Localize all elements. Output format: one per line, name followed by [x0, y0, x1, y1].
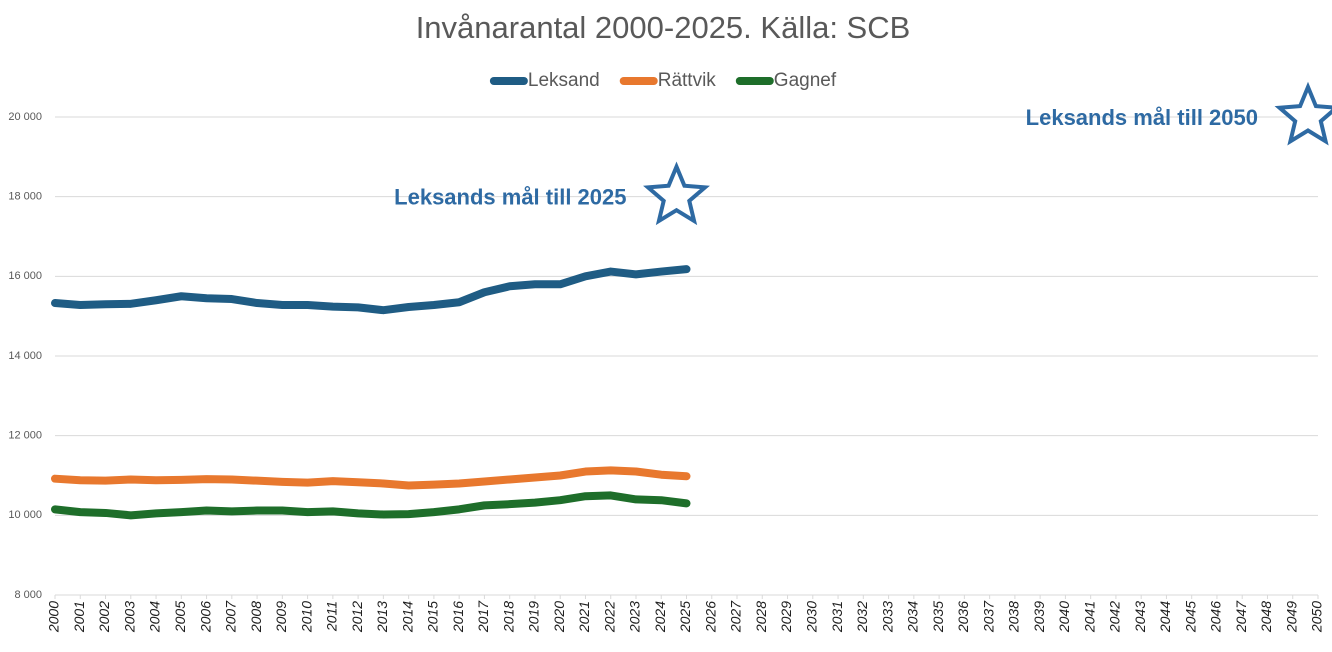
- x-tick-label: 2010: [298, 601, 314, 633]
- x-tick-label: 2014: [399, 601, 415, 633]
- legend-item: Leksand: [489, 70, 600, 91]
- y-tick-label: 12 000: [8, 430, 42, 442]
- x-tick-label: 2049: [1283, 601, 1299, 633]
- annotation: Leksands mål till 2025: [394, 184, 626, 209]
- x-tick-label: 2009: [273, 601, 289, 633]
- x-tick-label: 2036: [955, 601, 971, 633]
- x-tick-label: 2013: [374, 601, 390, 633]
- legend-item: Rättvik: [619, 70, 717, 91]
- x-tick-label: 2018: [500, 601, 516, 633]
- target-star: [1274, 81, 1332, 146]
- legend-item: Gagnef: [735, 70, 837, 91]
- x-tick-label: 2019: [526, 601, 542, 633]
- x-tick-label: 2005: [172, 601, 188, 633]
- x-tick-label: 2038: [1006, 601, 1022, 633]
- x-tick-label: 2044: [1157, 601, 1173, 633]
- x-tick-label: 2000: [46, 601, 62, 633]
- x-tick-label: 2022: [601, 601, 617, 633]
- x-tick-label: 2003: [121, 601, 137, 633]
- x-tick-label: 2007: [223, 600, 239, 633]
- x-tick-label: 2027: [728, 600, 744, 633]
- line-series: [51, 265, 691, 315]
- x-tick-label: 2002: [96, 601, 112, 633]
- y-tick-label: 8 000: [14, 589, 42, 601]
- x-tick-label: 2012: [349, 601, 365, 633]
- legend-label: Rättvik: [658, 70, 717, 91]
- x-tick-label: 2050: [1309, 601, 1325, 633]
- y-tick-label: 18 000: [8, 191, 42, 203]
- x-tick-label: 2037: [980, 600, 996, 633]
- y-tick-label: 20 000: [8, 111, 42, 123]
- x-tick-label: 2045: [1182, 601, 1198, 633]
- x-tick-label: 2047: [1233, 600, 1249, 633]
- x-tick-label: 2025: [677, 601, 693, 633]
- y-tick-label: 16 000: [8, 270, 42, 282]
- x-tick-label: 2028: [753, 601, 769, 633]
- chart-title: Invånarantal 2000-2025. Källa: SCB: [416, 10, 911, 45]
- x-tick-label: 2008: [248, 601, 264, 633]
- x-tick-label: 2043: [1132, 601, 1148, 633]
- x-tick-label: 2026: [702, 601, 718, 633]
- x-tick-label: 2035: [930, 601, 946, 633]
- x-tick-label: 2021: [576, 601, 592, 633]
- x-tick-label: 2015: [425, 601, 441, 633]
- x-tick-label: 2031: [829, 601, 845, 633]
- x-tick-label: 2033: [879, 601, 895, 633]
- x-tick-label: 2024: [652, 601, 668, 633]
- x-tick-label: 2042: [1107, 601, 1123, 633]
- x-tick-label: 2040: [1056, 601, 1072, 633]
- x-tick-label: 2032: [854, 601, 870, 633]
- x-tick-label: 2034: [905, 601, 921, 633]
- x-tick-label: 2029: [778, 601, 794, 633]
- x-tick-label: 2039: [1031, 601, 1047, 633]
- x-tick-label: 2020: [551, 601, 567, 633]
- target-star: [643, 161, 710, 226]
- x-tick-label: 2048: [1258, 601, 1274, 633]
- line-series: [51, 491, 691, 520]
- x-tick-label: 2011: [324, 601, 340, 632]
- x-tick-label: 2041: [1081, 601, 1097, 633]
- x-tick-label: 2001: [71, 601, 87, 633]
- x-tick-label: 2017: [475, 600, 491, 633]
- x-tick-label: 2030: [804, 601, 820, 633]
- x-tick-label: 2023: [627, 601, 643, 633]
- y-tick-label: 10 000: [8, 509, 42, 521]
- legend-label: Gagnef: [774, 70, 837, 91]
- line-series: [51, 466, 691, 490]
- y-tick-label: 14 000: [8, 350, 42, 362]
- x-tick-label: 2016: [450, 601, 466, 633]
- legend: Leksand Rättvik Gagnef: [489, 70, 837, 91]
- x-tick-label: 2046: [1208, 601, 1224, 633]
- x-tick-label: 2004: [147, 601, 163, 633]
- legend-label: Leksand: [528, 70, 600, 91]
- x-tick-label: 2006: [197, 601, 213, 633]
- annotation: Leksands mål till 2050: [1026, 105, 1258, 130]
